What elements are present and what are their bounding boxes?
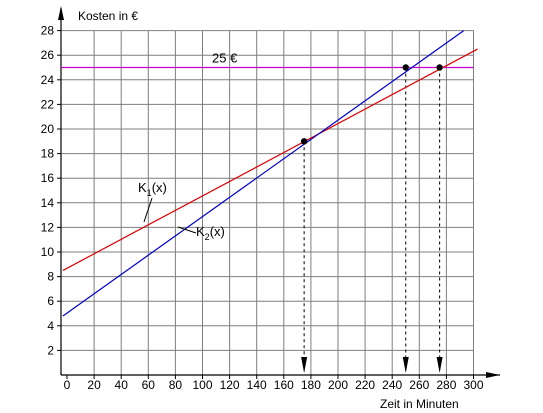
y-tick-label: 28 xyxy=(41,24,55,38)
x-tick-label: 140 xyxy=(247,378,267,392)
series-label-1: K1(x) xyxy=(138,180,167,198)
y-tick-label: 6 xyxy=(47,294,54,308)
grid xyxy=(60,30,474,375)
x-tick-label: 280 xyxy=(436,378,456,392)
x-tick-label: 40 xyxy=(115,378,129,392)
y-tick-label: 4 xyxy=(47,319,54,333)
point-1 xyxy=(300,138,308,145)
tick-labels: 0 20 40 60 80 100 120 140 160 180 200 220 240 260 280 3… xyxy=(41,24,484,392)
y-tick-label: 10 xyxy=(41,245,55,259)
x-tick-label: 20 xyxy=(87,378,101,392)
y-tick-label: 14 xyxy=(41,196,55,210)
series-line-2 xyxy=(62,30,465,317)
x-tick-label: 260 xyxy=(409,378,429,392)
y-tick-label: 12 xyxy=(41,220,55,234)
x-tick-label: 80 xyxy=(169,378,183,392)
x-tick-label: 120 xyxy=(220,378,240,392)
y-axis-label: Kosten in € xyxy=(78,9,138,23)
point-2 xyxy=(402,64,409,71)
axes xyxy=(58,6,500,378)
point-3 xyxy=(436,64,443,71)
x-tick-label: 100 xyxy=(192,378,212,392)
series-labels: K1(x) K2(x) xyxy=(138,180,225,242)
x-tick-label: 180 xyxy=(301,378,321,392)
x-tick-label: 0 xyxy=(64,378,71,392)
y-tick-label: 22 xyxy=(41,97,55,111)
x-tick-label: 160 xyxy=(274,378,294,392)
drop-arrow-3 xyxy=(436,357,443,373)
series-lines xyxy=(61,30,478,317)
x-axis-label: Zeit in Minuten xyxy=(380,397,459,411)
series-label-2: K2(x) xyxy=(196,224,225,242)
reference-line-label: 25 € xyxy=(212,51,238,66)
y-tick-label: 18 xyxy=(41,147,55,161)
y-tick-label: 8 xyxy=(47,270,54,284)
x-tick-label: 240 xyxy=(382,378,402,392)
x-tick-label: 220 xyxy=(355,378,375,392)
y-tick-label: 20 xyxy=(41,122,55,136)
drop-arrow-2 xyxy=(402,357,409,373)
drop-arrow-1 xyxy=(301,357,308,373)
y-tick-label: 24 xyxy=(41,73,55,87)
y-tick-label: 26 xyxy=(41,48,55,62)
series-line-1 xyxy=(62,48,478,271)
x-axis-arrow xyxy=(486,372,500,378)
drop-lines xyxy=(301,67,443,373)
x-tick-label: 200 xyxy=(328,378,348,392)
series-label-leader-2 xyxy=(177,226,197,234)
x-tick-label: 60 xyxy=(142,378,156,392)
intersection-points xyxy=(300,64,443,145)
y-axis-arrow xyxy=(58,6,64,20)
x-tick-label: 300 xyxy=(463,378,483,392)
y-tick-label: 16 xyxy=(41,171,55,185)
series-label-leader-1 xyxy=(143,197,153,223)
y-tick-label: 2 xyxy=(47,343,54,357)
